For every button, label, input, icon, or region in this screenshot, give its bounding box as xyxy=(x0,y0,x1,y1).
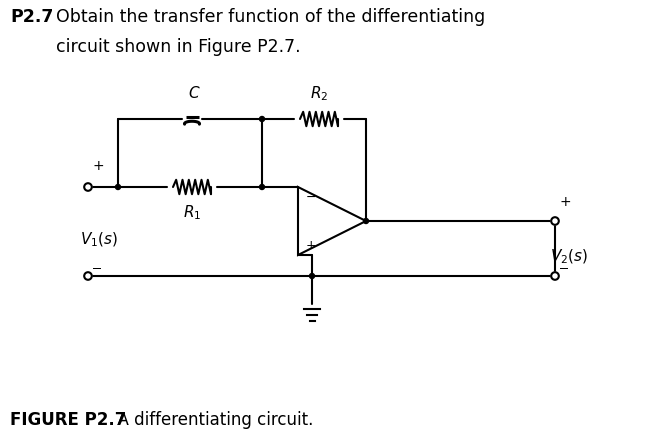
Circle shape xyxy=(551,272,559,280)
Text: circuit shown in Figure P2.7.: circuit shown in Figure P2.7. xyxy=(56,38,300,56)
Text: FIGURE P2.7: FIGURE P2.7 xyxy=(10,411,127,429)
Circle shape xyxy=(260,184,265,190)
Circle shape xyxy=(363,218,369,224)
Text: Obtain the transfer function of the differentiating: Obtain the transfer function of the diff… xyxy=(56,8,485,26)
Text: $R_2$: $R_2$ xyxy=(310,84,328,103)
Circle shape xyxy=(310,273,315,279)
Circle shape xyxy=(260,116,265,122)
Circle shape xyxy=(116,184,121,190)
Text: $+$: $+$ xyxy=(559,195,571,209)
Text: $V_2(s)$: $V_2(s)$ xyxy=(550,247,588,265)
Circle shape xyxy=(84,272,92,280)
Text: $V_1(s)$: $V_1(s)$ xyxy=(80,230,118,249)
Text: $\overline{\enspace}$: $\overline{\enspace}$ xyxy=(559,260,568,274)
Text: $\overline{\enspace}$: $\overline{\enspace}$ xyxy=(92,260,101,274)
Text: $+$: $+$ xyxy=(92,159,104,173)
Text: $-$: $-$ xyxy=(306,190,317,203)
Text: $C$: $C$ xyxy=(188,85,201,101)
Text: $+$: $+$ xyxy=(305,239,317,252)
Text: A differentiating circuit.: A differentiating circuit. xyxy=(107,411,313,429)
Text: P2.7: P2.7 xyxy=(10,8,53,26)
Circle shape xyxy=(551,217,559,225)
Text: $R_1$: $R_1$ xyxy=(183,203,201,222)
Circle shape xyxy=(84,183,92,191)
